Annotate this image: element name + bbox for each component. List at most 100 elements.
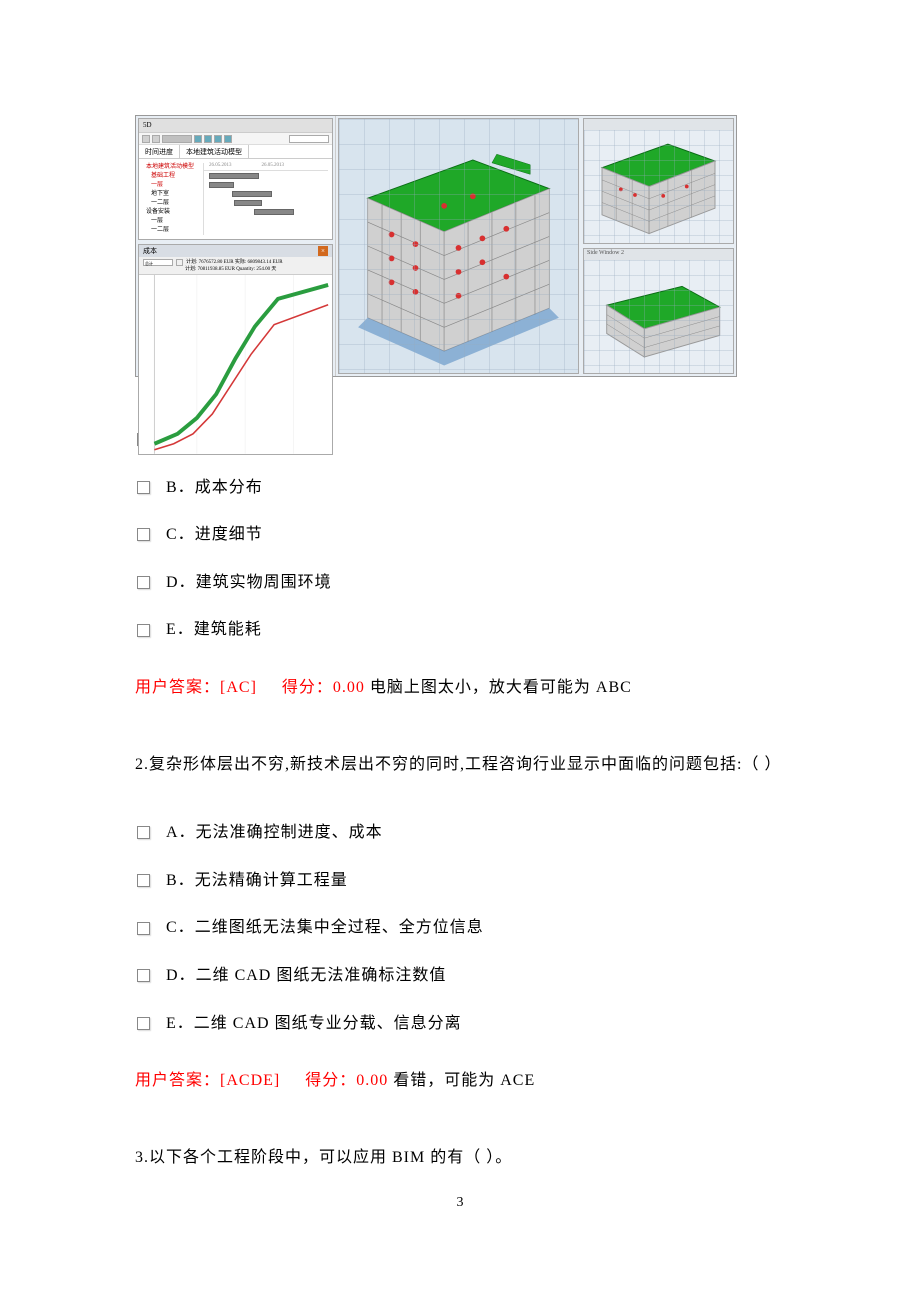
gantt-bar (234, 200, 262, 206)
answer-note: 看错，可能为 ACE (388, 1072, 535, 1089)
option-row: C．进度细节 (135, 522, 785, 548)
q2-answer-line: 用户答案：[ACDE] 得分：0.00 看错，可能为 ACE (135, 1066, 785, 1090)
task-label: 地下室 (143, 190, 203, 199)
side-window-body (584, 130, 733, 243)
panel-title: 5D (143, 121, 152, 130)
gantt-header: 5D (139, 119, 332, 133)
document-page: 5D 时间进度 本地建筑活动模型 (0, 0, 920, 1261)
grid-background (584, 130, 733, 243)
task-label: 一二层 (143, 199, 203, 208)
checkbox-icon[interactable] (137, 969, 150, 982)
bim-right-panels: Side Window 2 (581, 116, 736, 376)
option-text: C．进度细节 (166, 522, 263, 548)
checkbox-icon[interactable] (137, 528, 150, 541)
date-header: 26.05.2013 (209, 163, 232, 170)
score-value: 0.00 (333, 679, 365, 696)
checkbox-icon[interactable] (137, 922, 150, 935)
checkbox-icon[interactable] (137, 1017, 150, 1030)
gantt-bar (209, 182, 234, 188)
cost-info-text2: 计划: 70811938.85 EUR Quantity: 254.00 天 (143, 266, 328, 273)
cost-title: 成本 (143, 246, 157, 256)
task-label: 一二层 (143, 226, 203, 235)
option-text: A．无法准确控制进度、成本 (166, 820, 383, 846)
side-window-1 (583, 118, 734, 244)
q3-stem: 3.以下各个工程阶段中，可以应用 BIM 的有（ ）。 (135, 1140, 785, 1175)
checkbox-icon[interactable] (137, 826, 150, 839)
side-window-header: Side Window 2 (584, 249, 733, 260)
score-label: 得分： (282, 679, 333, 696)
main-3d-view (338, 118, 579, 374)
tabs-row: 时间进度 本地建筑活动模型 (139, 145, 332, 159)
gantt-area: 本地建筑活动模型 基础工程 一层 地下室 一二层 设备安装 一层 一二层 26.… (139, 159, 332, 239)
gantt-bar (209, 173, 259, 179)
option-row: D．建筑实物周围环境 (135, 570, 785, 596)
option-text: E．建筑能耗 (166, 617, 262, 643)
q2-stem: 2.复杂形体层出不穷,新技术层出不穷的同时,工程咨询行业显示中面临的问题包括:（… (135, 747, 785, 782)
option-row: B．无法精确计算工程量 (135, 868, 785, 894)
gantt-bar (232, 191, 272, 197)
side-window-header (584, 119, 733, 130)
tab: 本地建筑活动模型 (180, 145, 249, 158)
toolbar-btn (204, 135, 212, 143)
checkbox-icon[interactable] (137, 481, 150, 494)
answer-label: 用户答案： (135, 1072, 220, 1089)
gantt-bars: 26.05.2013 26.05.2013 (203, 163, 328, 235)
task-label: 一层 (143, 217, 203, 226)
toolbar-btn (142, 135, 150, 143)
toolbar-btn (194, 135, 202, 143)
toolbar-btn (162, 135, 192, 143)
option-text: B．成本分布 (166, 475, 263, 501)
grid-background (339, 119, 578, 373)
q1-options: A．建筑 3D 模型 B．成本分布 C．进度细节 D．建筑实物周围环境 E．建筑… (135, 427, 785, 643)
gantt-bar (254, 209, 294, 215)
toolbar-btn (289, 135, 329, 143)
gantt-labels: 本地建筑活动模型 基础工程 一层 地下室 一二层 设备安装 一层 一二层 (143, 163, 203, 235)
option-text: E．二维 CAD 图纸专业分载、信息分离 (166, 1011, 462, 1037)
cost-chart (139, 275, 332, 454)
option-text: D．建筑实物周围环境 (166, 570, 332, 596)
cost-header: 成本 × (139, 245, 332, 257)
bim-left-panels: 5D 时间进度 本地建筑活动模型 (136, 116, 336, 376)
task-label: 基础工程 (143, 172, 203, 181)
search-icon (176, 259, 183, 266)
q2-options: A．无法准确控制进度、成本 B．无法精确计算工程量 C．二维图纸无法集中全过程、… (135, 820, 785, 1036)
gantt-panel: 5D 时间进度 本地建筑活动模型 (138, 118, 333, 240)
answer-value: [ACDE] (220, 1072, 280, 1089)
task-label: 本地建筑活动模型 (143, 163, 203, 172)
answer-label: 用户答案： (135, 679, 220, 696)
option-row: A．无法准确控制进度、成本 (135, 820, 785, 846)
side-window-2: Side Window 2 (583, 248, 734, 374)
option-row: D．二维 CAD 图纸无法准确标注数值 (135, 963, 785, 989)
answer-note: 电脑上图太小，放大看可能为 ABC (365, 679, 632, 696)
cost-panel: 成本 × 总计 计划: 7676572.80 EUR 实际: 6809843.1… (138, 244, 333, 455)
side-window-body (584, 260, 733, 373)
option-text: C．二维图纸无法集中全过程、全方位信息 (166, 915, 484, 941)
toolbar-btn (152, 135, 160, 143)
checkbox-icon[interactable] (137, 874, 150, 887)
score-label: 得分： (305, 1072, 356, 1089)
toolbar-btn (214, 135, 222, 143)
task-label: 设备安装 (143, 208, 203, 217)
cost-info-text: 计划: 7676572.80 EUR 实际: 6809843.14 EUR (186, 259, 283, 266)
answer-value: [AC] (220, 679, 257, 696)
cost-info: 总计 计划: 7676572.80 EUR 实际: 6809843.14 EUR… (139, 257, 332, 275)
option-row: E．建筑能耗 (135, 617, 785, 643)
option-row: C．二维图纸无法集中全过程、全方位信息 (135, 915, 785, 941)
tab: 时间进度 (139, 145, 180, 158)
task-label: 一层 (143, 181, 203, 190)
cost-dropdown: 总计 (143, 259, 173, 266)
option-row: B．成本分布 (135, 475, 785, 501)
grid-background (584, 260, 733, 373)
q1-answer-line: 用户答案：[AC] 得分：0.00 电脑上图太小，放大看可能为 ABC (135, 673, 785, 697)
score-value: 0.00 (356, 1072, 388, 1089)
checkbox-icon[interactable] (137, 576, 150, 589)
close-icon: × (318, 246, 328, 256)
page-number: 3 (135, 1195, 785, 1211)
option-text: D．二维 CAD 图纸无法准确标注数值 (166, 963, 446, 989)
checkbox-icon[interactable] (137, 624, 150, 637)
date-header: 26.05.2013 (262, 163, 285, 170)
toolbar-btn (224, 135, 232, 143)
bim-screenshot: 5D 时间进度 本地建筑活动模型 (135, 115, 737, 377)
gantt-toolbar (139, 133, 332, 145)
option-row: E．二维 CAD 图纸专业分载、信息分离 (135, 1011, 785, 1037)
